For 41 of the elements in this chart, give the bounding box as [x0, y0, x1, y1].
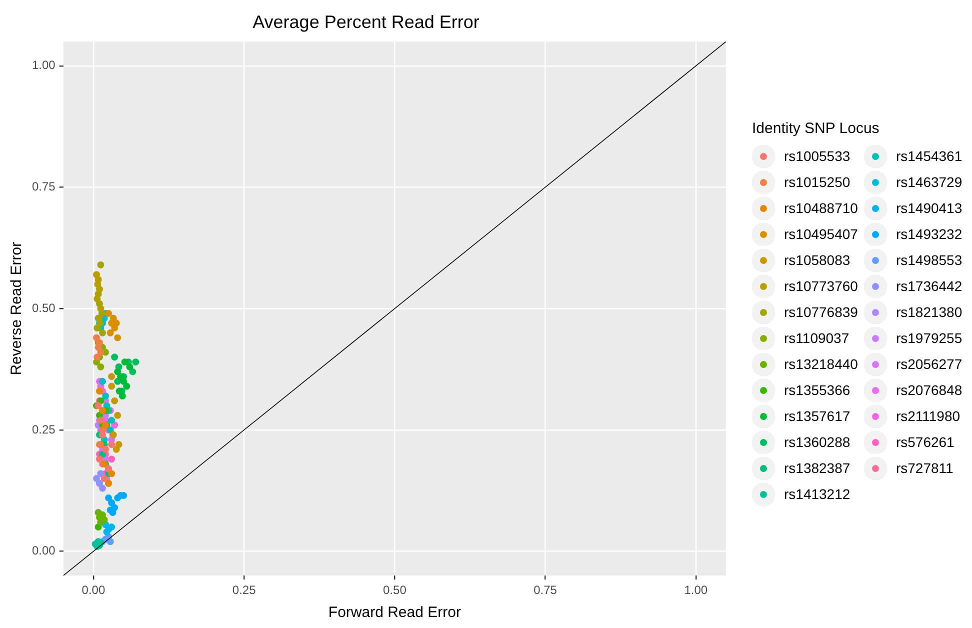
y-axis-title: Reverse Read Error	[8, 242, 26, 376]
legend-label: rs10495407	[784, 226, 858, 242]
legend-label: rs10488710	[784, 200, 858, 216]
legend-label: rs1821380	[896, 304, 962, 320]
legend-label: rs1463729	[896, 174, 962, 190]
x-tick-label: 1.00	[684, 583, 708, 598]
legend-label: rs1005533	[784, 148, 850, 164]
legend-label: rs576261	[896, 434, 954, 450]
legend-label: rs1493232	[896, 226, 962, 242]
legend-label: rs1357617	[784, 408, 850, 424]
y-tick-label: 0.50	[32, 300, 56, 315]
legend-label: rs1355366	[784, 382, 850, 398]
y-tick-label: 0.25	[32, 422, 56, 436]
legend-label: rs727811	[896, 460, 954, 476]
legend-label: rs1058083	[784, 252, 850, 268]
x-tick-label: 0.00	[82, 583, 106, 598]
x-tick-label: 0.75	[534, 583, 558, 598]
chart-title: Average Percent Read Error	[252, 12, 480, 32]
legend-label: rs1382387	[784, 460, 850, 476]
legend-label: rs1109037	[784, 330, 850, 346]
legend-label: rs13218440	[784, 356, 858, 372]
x-tick-label: 0.50	[383, 583, 407, 598]
legend-title: Identity SNP Locus	[752, 120, 880, 137]
y-tick-label: 0.75	[32, 180, 56, 194]
legend-label: rs10776839	[784, 304, 858, 320]
legend-label: rs1490413	[896, 200, 962, 216]
legend-label: rs10773760	[784, 278, 858, 294]
legend-label: rs1360288	[784, 434, 850, 450]
legend-label: rs1454361	[896, 148, 962, 164]
legend-label: rs1413212	[784, 486, 850, 502]
x-tick-label: 0.25	[232, 583, 256, 598]
y-tick-label: 1.00	[32, 58, 56, 72]
legend-label: rs1498553	[896, 252, 962, 268]
legend-label: rs1736442	[896, 278, 962, 294]
y-tick-label: 0.00	[32, 544, 56, 558]
legend-label: rs1015250	[784, 174, 850, 190]
legend-label: rs1979255	[896, 330, 962, 346]
x-axis-title: Forward Read Error	[328, 604, 461, 622]
legend-label: rs2056277	[896, 356, 962, 372]
legend-label: rs2076848	[896, 382, 962, 398]
legend-label: rs2111980	[896, 408, 960, 424]
